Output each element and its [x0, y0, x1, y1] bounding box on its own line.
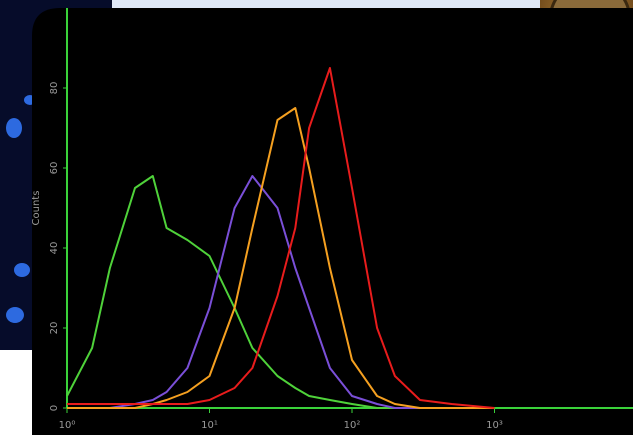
plot: 0 20 40 60 80 10⁰ 10¹ 10² 10³ Counts	[31, 8, 633, 431]
y-tick-label: 60	[49, 162, 60, 175]
y-tick-label: 80	[49, 82, 60, 95]
x-tick-label: 10²	[344, 420, 361, 431]
y-axis-label: Counts	[31, 191, 42, 226]
plot-panel	[32, 8, 633, 435]
y-tick-label: 0	[49, 405, 60, 411]
y-tick-label: 40	[49, 242, 60, 255]
top-strip	[110, 0, 540, 10]
y-tick-label: 20	[49, 322, 60, 335]
series-line	[67, 107, 495, 409]
series-line	[67, 67, 495, 409]
x-tick-label: 10¹	[201, 420, 218, 431]
x-tick-label: 10³	[486, 420, 503, 431]
x-tick-label: 10⁰	[59, 420, 76, 431]
